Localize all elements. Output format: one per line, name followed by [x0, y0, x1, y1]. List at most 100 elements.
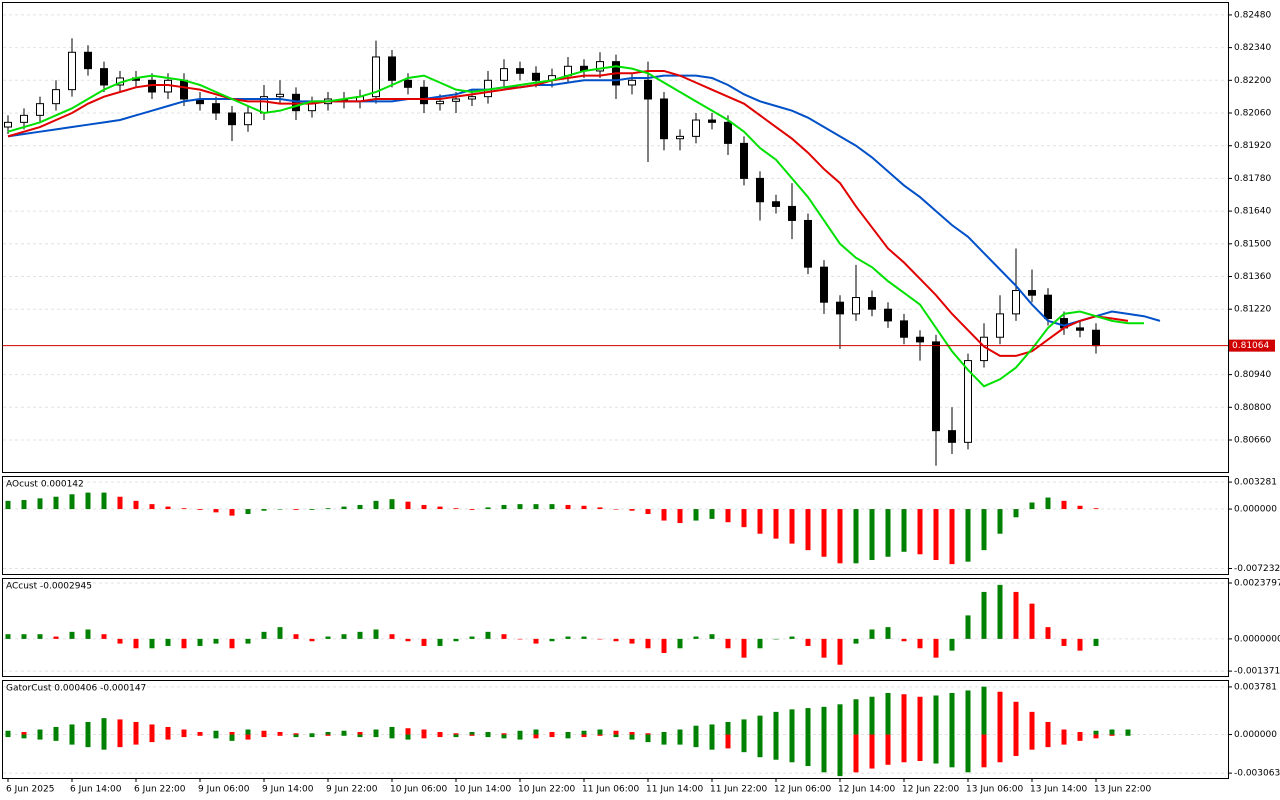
histogram-bar [949, 692, 955, 735]
histogram-bar [757, 509, 763, 534]
candle-body [868, 297, 876, 310]
histogram-bar [373, 729, 379, 735]
candle-body [468, 96, 476, 100]
histogram-bar [261, 730, 267, 735]
histogram-bar [853, 699, 859, 735]
histogram-bar [613, 638, 619, 642]
histogram-bar [229, 509, 235, 516]
histogram-bar [1045, 734, 1051, 748]
histogram-bar [965, 615, 971, 639]
histogram-bar [949, 638, 955, 651]
histogram-bar [997, 509, 1003, 534]
candle-body [948, 430, 956, 443]
histogram-bar [5, 730, 11, 735]
histogram-bar [597, 507, 603, 510]
candle-body [932, 341, 940, 432]
histogram-bar [1029, 603, 1035, 639]
histogram-bar [69, 724, 75, 735]
candle-body [916, 336, 924, 343]
histogram-bar [645, 509, 651, 514]
histogram-bar [565, 636, 571, 639]
y-tick-label: 0.81360 [1234, 272, 1271, 282]
y-tick-label: 0.80940 [1234, 370, 1271, 380]
histogram-bar [997, 691, 1003, 735]
x-tick-label: 10 Jun 06:00 [390, 785, 447, 795]
histogram-bar [165, 506, 171, 510]
ao-panel-frame [2, 476, 1229, 575]
histogram-bar [709, 734, 715, 750]
histogram-bar [5, 634, 11, 639]
histogram-bar [933, 695, 939, 735]
histogram-bar [133, 638, 139, 649]
histogram-bar [197, 509, 203, 510]
histogram-bar [885, 627, 891, 639]
histogram-bar [773, 509, 779, 539]
histogram-bar [277, 627, 283, 639]
candle-body [516, 68, 524, 74]
x-tick-label: 9 Jun 06:00 [198, 785, 250, 795]
candle-body [660, 98, 668, 140]
histogram-bar [213, 509, 219, 513]
histogram-bar [709, 509, 715, 519]
x-tick-label: 13 Jun 14:00 [1030, 785, 1087, 795]
histogram-bar [389, 499, 395, 510]
histogram-bar [437, 732, 443, 735]
candle-body [436, 100, 444, 105]
histogram-bar [661, 732, 667, 735]
histogram-bar [485, 507, 491, 510]
histogram-bar [117, 719, 123, 735]
y-tick-label: -0.0013714 [1234, 667, 1280, 677]
histogram-bar [357, 631, 363, 639]
histogram-bar [773, 638, 779, 640]
moving-average-line [7, 74, 1161, 327]
candle-body [228, 112, 236, 126]
histogram-bar [997, 734, 1003, 763]
histogram-bar [181, 734, 187, 738]
histogram-bar [517, 504, 523, 510]
candle-body [180, 79, 188, 100]
histogram-bar [293, 733, 299, 735]
histogram-bar [85, 629, 91, 639]
histogram-bar [789, 709, 795, 735]
y-tick-label: 0.81640 [1234, 207, 1271, 217]
histogram-bar [37, 734, 43, 740]
histogram-bar [1077, 734, 1083, 741]
histogram-bar [261, 631, 267, 639]
y-tick-label: -0.003063 [1234, 769, 1280, 779]
histogram-bar [325, 636, 331, 639]
candle-body [692, 119, 700, 137]
histogram-bar [661, 734, 667, 745]
y-tick-label: 0.0023797 [1234, 578, 1280, 588]
histogram-bar [197, 638, 203, 646]
main-panel-frame [2, 2, 1229, 473]
histogram-bar [597, 734, 603, 736]
histogram-bar [501, 734, 507, 739]
histogram-bar [517, 638, 523, 640]
histogram-bar [149, 504, 155, 510]
histogram-bar [277, 509, 283, 510]
candle-body [404, 79, 412, 88]
histogram-bar [965, 690, 971, 735]
price-label: 0.81064 [1232, 341, 1269, 351]
histogram-bar [133, 500, 139, 510]
histogram-bar [981, 686, 987, 735]
y-tick-label: 0.000000 [1234, 730, 1277, 740]
histogram-bar [341, 634, 347, 639]
histogram-bar [373, 500, 379, 510]
histogram-bar [677, 509, 683, 524]
histogram-bar [693, 636, 699, 639]
y-tick-label: 0.81920 [1234, 141, 1271, 151]
histogram-bar [533, 504, 539, 510]
x-tick-label: 11 Jun 14:00 [646, 785, 703, 795]
histogram-bar [453, 734, 459, 738]
histogram-bar [1093, 730, 1099, 735]
candle-body [628, 79, 636, 86]
candle-body [644, 79, 652, 100]
histogram-bar [197, 732, 203, 735]
histogram-bar [709, 634, 715, 639]
candle-body [500, 68, 508, 81]
candle-body [68, 51, 76, 91]
indicator-title: AOcust 0.000142 [6, 480, 84, 490]
x-tick-label: 6 Jun 22:00 [134, 785, 186, 795]
histogram-bar [101, 634, 107, 639]
